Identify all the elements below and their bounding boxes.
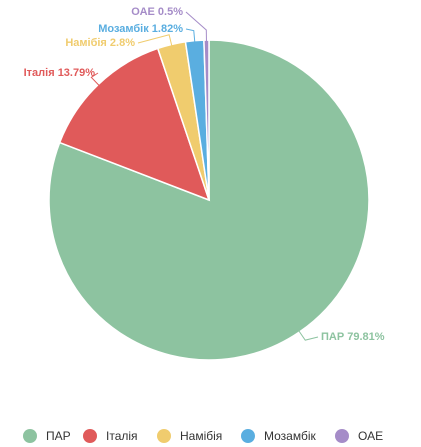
label-value: 1.82%: [152, 23, 183, 35]
data-label: Італія 13.79%: [24, 67, 96, 79]
data-label: ПАР 79.81%: [321, 331, 385, 343]
label-value: 13.79%: [58, 67, 96, 79]
legend-label: Італія: [106, 429, 138, 443]
legend-symbol: [335, 429, 349, 443]
data-label: Мозамбік 1.82%: [98, 23, 183, 35]
label-value: 79.81%: [347, 331, 385, 343]
data-label: ОАЕ 0.5%: [131, 6, 183, 18]
leader-line: [298, 329, 319, 341]
label-name: Мозамбік: [98, 23, 149, 35]
label-name: ОАЕ: [131, 6, 155, 18]
leader-line: [185, 11, 207, 43]
legend-label: ПАР: [46, 429, 71, 443]
legend-label: Мозамбік: [264, 429, 317, 443]
label-name: Італія: [24, 67, 55, 79]
data-label: Намібія 2.8%: [65, 37, 135, 49]
legend-symbol: [23, 429, 37, 443]
label-name: ПАР: [321, 331, 344, 343]
legend-label: ОАЕ: [358, 429, 383, 443]
leader-line: [137, 34, 173, 47]
legend-symbol: [241, 429, 255, 443]
label-value: 0.5%: [158, 6, 183, 18]
leader-line: [185, 28, 196, 43]
legend-symbol: [83, 429, 97, 443]
legend-label: Намібія: [180, 429, 222, 443]
label-value: 2.8%: [110, 37, 135, 49]
leader-line: [90, 72, 100, 87]
label-name: Намібія: [65, 37, 107, 49]
legend-symbol: [157, 429, 171, 443]
